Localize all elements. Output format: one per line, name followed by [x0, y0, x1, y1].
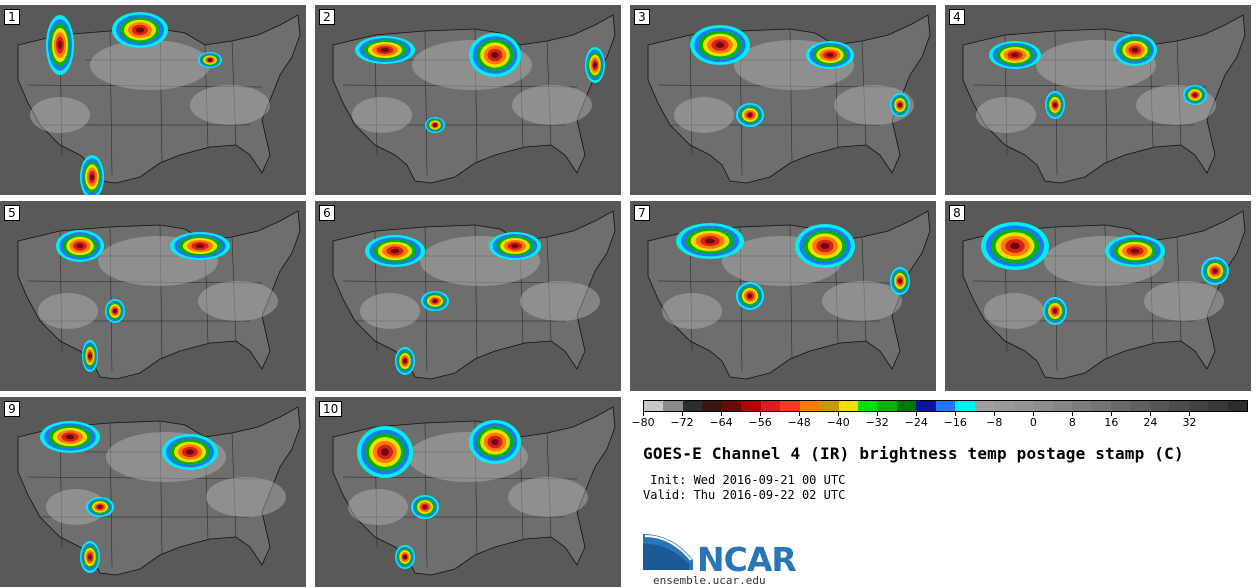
- satellite-map-image: [315, 397, 621, 587]
- colorbar-tick: [994, 412, 996, 416]
- colorbar-tick: [1189, 412, 1191, 416]
- plot-title: GOES-E Channel 4 (IR) brightness temp po…: [643, 444, 1184, 463]
- colorbar-swatch: [935, 401, 956, 411]
- init-time: Init: Wed 2016-09-21 00 UTC: [643, 473, 846, 487]
- colorbar-ticks: −80 −72 −64 −56 −48 −40 −32 −24 −16 −8 0 8 16 24 32: [631, 412, 1248, 432]
- colorbar-tick-label: −8: [986, 416, 1003, 429]
- colorbar-tick-label: 16: [1104, 416, 1119, 429]
- forecast-panel-2: 2: [315, 5, 621, 195]
- colorbar-swatch: [682, 401, 703, 411]
- colorbar-swatch: [1071, 401, 1092, 411]
- colorbar-tick: [799, 412, 801, 416]
- colorbar-swatch: [857, 401, 878, 411]
- colorbar-tick-label: 24: [1143, 416, 1158, 429]
- colorbar-tick-label: 8: [1068, 416, 1076, 429]
- satellite-map-image: [945, 201, 1251, 391]
- colorbar-swatch: [741, 401, 761, 411]
- colorbar-tick-label: −80: [631, 416, 655, 429]
- satellite-map-image: [315, 5, 621, 195]
- colorbar-swatch: [1052, 401, 1072, 411]
- colorbar-tick-label: 0: [1029, 416, 1037, 429]
- colorbar-swatch: [1188, 401, 1209, 411]
- colorbar-tick: [1033, 412, 1035, 416]
- panel-number: 2: [319, 9, 335, 25]
- panel-number: 3: [634, 9, 650, 25]
- forecast-panel-1: 1: [0, 5, 306, 195]
- colorbar-swatch: [663, 401, 683, 411]
- colorbar-swatch: [1033, 401, 1053, 411]
- colorbar-swatch: [1208, 401, 1228, 411]
- colorbar-swatch: [896, 401, 917, 411]
- ncar-logo-icon: [643, 534, 693, 570]
- colorbar-tick-label: −48: [787, 416, 811, 429]
- colorbar-tick: [838, 412, 840, 416]
- colorbar-tick-label: −32: [865, 416, 889, 429]
- satellite-map-image: [945, 5, 1251, 195]
- satellite-map-image: [0, 5, 306, 195]
- panel-number: 5: [4, 205, 20, 221]
- colorbar-swatch: [955, 401, 975, 411]
- panel-number: 9: [4, 401, 20, 417]
- colorbar-tick: [760, 412, 762, 416]
- colorbar-swatch: [1227, 401, 1248, 411]
- valid-time: Valid: Thu 2016-09-22 02 UTC: [643, 488, 846, 502]
- colorbar-swatch: [760, 401, 781, 411]
- colorbar-tick-label: 32: [1182, 416, 1197, 429]
- colorbar-swatch: [799, 401, 820, 411]
- colorbar-tick-label: −72: [670, 416, 694, 429]
- colorbar-tick: [877, 412, 879, 416]
- colorbar-tick: [1111, 412, 1113, 416]
- satellite-map-image: [0, 397, 306, 587]
- colorbar-tick-label: −40: [826, 416, 850, 429]
- colorbar-swatch: [974, 401, 995, 411]
- colorbar-swatch: [780, 401, 800, 411]
- colorbar-swatch: [1149, 401, 1170, 411]
- colorbar-swatch: [702, 401, 722, 411]
- colorbar-tick-label: −16: [943, 416, 967, 429]
- forecast-panel-8: 8: [945, 201, 1251, 391]
- forecast-panel-5: 5: [0, 201, 306, 391]
- panel-number: 4: [949, 9, 965, 25]
- ncar-url: ensemble.ucar.edu: [653, 574, 766, 587]
- panel-number: 7: [634, 205, 650, 221]
- satellite-map-image: [0, 201, 306, 391]
- panel-number: 10: [319, 401, 343, 417]
- colorbar-tick: [916, 412, 918, 416]
- colorbar-tick-label: −24: [904, 416, 928, 429]
- colorbar-swatch: [1091, 401, 1111, 411]
- colorbar-tick: [955, 412, 957, 416]
- forecast-panel-7: 7: [630, 201, 936, 391]
- satellite-map-image: [630, 201, 936, 391]
- colorbar-tick: [643, 412, 644, 416]
- colorbar-tick: [721, 412, 723, 416]
- colorbar-swatch: [838, 401, 858, 411]
- colorbar-swatch: [1169, 401, 1189, 411]
- colorbar-swatch: [644, 401, 664, 411]
- colorbar-tick: [1150, 412, 1152, 416]
- forecast-panel-9: 9: [0, 397, 306, 587]
- colorbar-swatch: [1013, 401, 1034, 411]
- colorbar: [643, 400, 1248, 412]
- panel-number: 1: [4, 9, 20, 25]
- forecast-panel-6: 6: [315, 201, 621, 391]
- colorbar-tick-label: −64: [709, 416, 733, 429]
- colorbar-swatch: [994, 401, 1014, 411]
- forecast-panel-10: 10: [315, 397, 621, 587]
- forecast-panel-4: 4: [945, 5, 1251, 195]
- colorbar-swatch: [877, 401, 897, 411]
- satellite-map-image: [630, 5, 936, 195]
- panel-number: 8: [949, 205, 965, 221]
- colorbar-swatch: [1110, 401, 1131, 411]
- forecast-panel-3: 3: [630, 5, 936, 195]
- colorbar-tick: [1072, 412, 1074, 416]
- colorbar-swatch: [819, 401, 839, 411]
- colorbar-swatch: [1130, 401, 1150, 411]
- colorbar-tick: [682, 412, 684, 416]
- satellite-map-image: [315, 201, 621, 391]
- colorbar-tick-label: −56: [748, 416, 772, 429]
- colorbar-swatch: [721, 401, 742, 411]
- panel-number: 6: [319, 205, 335, 221]
- ncar-logo-text: NCAR: [697, 540, 797, 579]
- colorbar-swatch: [916, 401, 936, 411]
